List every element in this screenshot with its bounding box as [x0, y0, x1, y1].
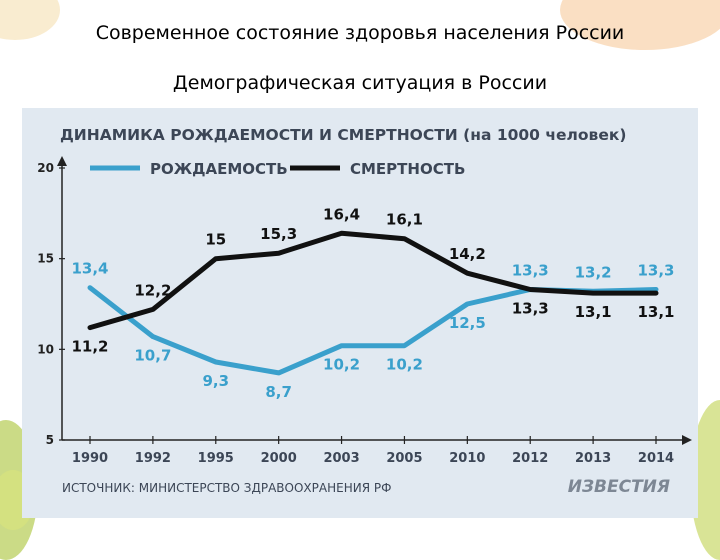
x-tick-label: 2010 — [449, 451, 485, 466]
x-tick-label: 2005 — [386, 451, 422, 466]
series-birth — [87, 285, 659, 376]
birth-value-label: 13,4 — [71, 260, 108, 278]
death-value-label: 12,2 — [134, 281, 171, 299]
slide-title: Современное состояние здоровья населения… — [95, 22, 625, 44]
y-tick-label: 15 — [37, 252, 54, 266]
birth-value-label: 9,3 — [202, 372, 229, 390]
legend-birth-label: РОЖДАЕМОСТЬ — [150, 160, 288, 178]
source-note: ИСТОЧНИК: МИНИСТЕРСТВО ЗДРАВООХРАНЕНИЯ Р… — [62, 481, 391, 495]
x-tick-label: 2000 — [261, 451, 297, 466]
birth-value-label: 10,7 — [134, 347, 171, 365]
y-axis-arrow — [57, 156, 67, 166]
death-rate-line — [87, 230, 659, 331]
x-tick-label: 1992 — [135, 451, 171, 466]
chart-title: ДИНАМИКА РОЖДАЕМОСТИ И СМЕРТНОСТИ (на 10… — [60, 126, 626, 144]
series-death — [87, 230, 659, 331]
x-tick-label: 2012 — [512, 451, 548, 466]
death-value-label: 14,2 — [449, 245, 486, 263]
birth-value-label: 12,5 — [449, 314, 486, 332]
y-tick-label: 20 — [37, 161, 54, 175]
birth-value-label: 13,2 — [575, 263, 612, 281]
x-tick-label: 2013 — [575, 451, 611, 466]
axes: 5 10 15 20 1990 1992 1995 2000 2003 2005 2010 2012 2… — [37, 156, 692, 466]
chart: ДИНАМИКА РОЖДАЕМОСТИ И СМЕРТНОСТИ (на 10… — [37, 126, 692, 497]
x-axis-arrow — [682, 435, 692, 445]
legend: РОЖДАЕМОСТЬ СМЕРТНОСТЬ — [90, 160, 465, 178]
death-value-label: 13,1 — [637, 303, 674, 321]
death-value-label: 15,3 — [260, 225, 297, 243]
birth-value-label: 10,2 — [323, 356, 360, 374]
death-value-label: 16,4 — [323, 205, 360, 223]
slide-subtitle: Демографическая ситуация в России — [172, 72, 548, 94]
x-tick-label: 2014 — [638, 451, 674, 466]
birth-rate-line — [87, 285, 659, 376]
birth-value-label: 13,3 — [637, 261, 674, 279]
value-labels: 13,4 11,2 10,7 12,2 9,3 15 8,7 15,3 10,2 16,4 10,2… — [71, 205, 674, 401]
x-tick-label: 1990 — [72, 451, 108, 466]
death-value-label: 15 — [205, 231, 226, 249]
legend-death-label: СМЕРТНОСТЬ — [350, 160, 465, 178]
chart-panel: ДИНАМИКА РОЖДАЕМОСТИ И СМЕРТНОСТИ (на 10… — [22, 108, 698, 518]
birth-value-label: 8,7 — [265, 383, 292, 401]
death-value-label: 11,2 — [71, 338, 108, 356]
y-tick-label: 5 — [46, 433, 54, 447]
x-tick-label: 1995 — [198, 451, 234, 466]
death-value-label: 13,1 — [575, 303, 612, 321]
birth-value-label: 10,2 — [386, 356, 423, 374]
publisher-logo: ИЗВЕСТИЯ — [568, 477, 670, 497]
death-value-label: 16,1 — [386, 211, 423, 229]
death-value-label: 13,3 — [512, 299, 549, 317]
y-tick-label: 10 — [37, 342, 54, 356]
x-tick-label: 2003 — [323, 451, 359, 466]
birth-value-label: 13,3 — [512, 261, 549, 279]
